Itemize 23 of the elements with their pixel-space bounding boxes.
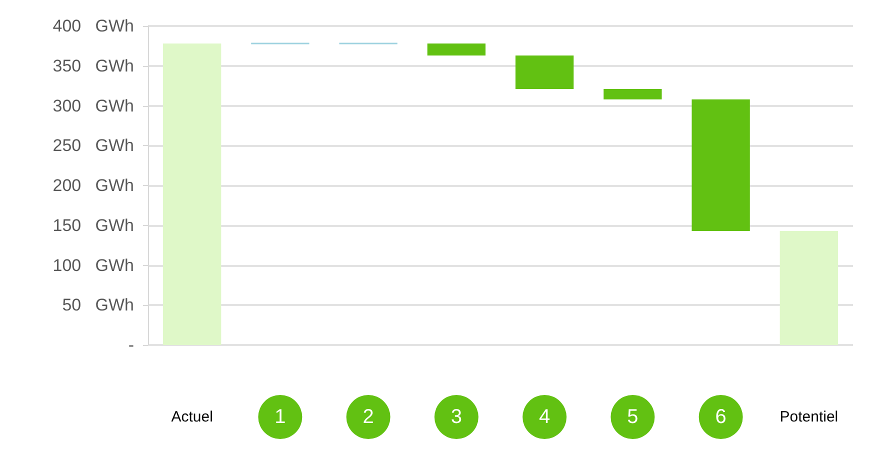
- x-tick-label: 4: [539, 406, 550, 428]
- x-tick-label: Actuel: [171, 408, 213, 426]
- bar: [604, 89, 662, 100]
- bar: [780, 230, 838, 345]
- x-tick-label: 2: [362, 406, 374, 428]
- y-tick-label: 300 GWh: [52, 96, 134, 116]
- y-tick-label: 350 GWh: [52, 56, 134, 76]
- bar: [427, 44, 486, 56]
- x-tick-label: 5: [627, 406, 638, 428]
- y-tick-label: 400 GWh: [52, 16, 134, 36]
- y-tick-label: 150 GWh: [52, 216, 134, 235]
- x-tick-label: 6: [715, 406, 726, 428]
- x-tick-label: 3: [450, 406, 462, 428]
- y-tick-label: 200 GWh: [52, 176, 134, 195]
- y-tick-label: -: [128, 336, 134, 354]
- bar: [162, 44, 222, 345]
- x-tick-label: Potentiel: [780, 408, 838, 426]
- x-tick-label: 1: [274, 406, 286, 428]
- bar: [692, 99, 750, 231]
- y-tick-label: 250 GWh: [52, 136, 134, 156]
- y-tick-label: 50 GWh: [62, 296, 134, 315]
- y-tick-label: 100 GWh: [52, 256, 134, 275]
- bar: [515, 56, 574, 90]
